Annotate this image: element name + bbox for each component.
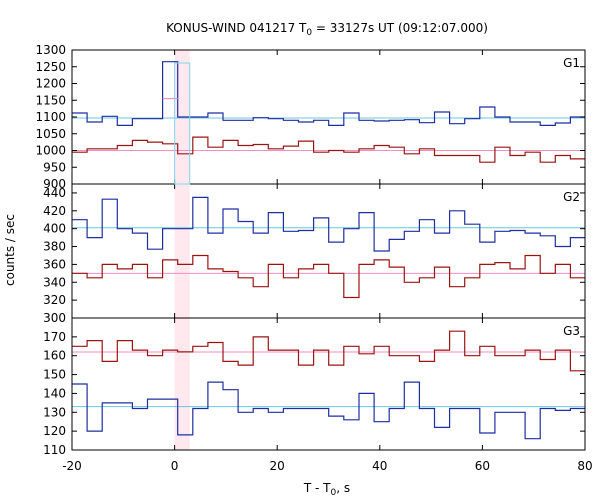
y-tick-label: 170 (43, 330, 66, 344)
y-tick-label: 400 (43, 222, 66, 236)
panel-frame (71, 317, 586, 451)
series-blue-g1 (72, 61, 585, 126)
y-tick-label: 440 (43, 186, 66, 200)
x-tick-label: 0 (171, 459, 179, 473)
y-tick-label: 360 (43, 257, 66, 271)
y-tick-label: 900 (43, 177, 66, 191)
x-tick-label: -20 (62, 459, 82, 473)
y-tick-label: 150 (43, 368, 66, 382)
y-tick-label: 420 (43, 204, 66, 218)
y-axis-label: counts / sec (3, 214, 17, 286)
panel-label: G2 (563, 190, 580, 204)
y-tick-label: 120 (43, 424, 66, 438)
y-tick-label: 320 (43, 293, 66, 307)
series-red-g3 (72, 330, 585, 372)
y-tick-label: 140 (43, 386, 66, 400)
y-tick-label: 1300 (35, 43, 66, 57)
panel-plot-g3 (72, 330, 585, 440)
x-tick-label: 80 (577, 459, 592, 473)
series-blue-g3 (72, 381, 585, 440)
y-tick-label: 130 (43, 405, 66, 419)
y-tick-label: 1150 (35, 93, 66, 107)
y-tick-label: 1200 (35, 77, 66, 91)
y-tick-label: 1250 (35, 60, 66, 74)
panel-g3: 110 120 130 140 150 160 170 G3 (43, 317, 586, 457)
x-tick-label: 40 (372, 459, 387, 473)
y-tick-label: 160 (43, 349, 66, 363)
y-tick-label: 340 (43, 275, 66, 289)
y-tick-label: 380 (43, 240, 66, 254)
panel-frame (71, 183, 586, 319)
highlight-edge (174, 62, 191, 185)
chart-title: KONUS-WIND 041217 T0 = 33127s UT (09:12:… (166, 21, 488, 38)
plot-area: 9009501000105011001150120012501300G13003… (35, 43, 592, 473)
highlight-band (174, 50, 190, 450)
series-red-g2 (72, 254, 585, 299)
x-axis-label: T - T0, s (303, 481, 350, 498)
y-tick-label: 950 (43, 160, 66, 174)
y-tick-label: 1000 (35, 144, 66, 158)
x-tick-label: 60 (475, 459, 490, 473)
y-tick-label: 1050 (35, 127, 66, 141)
y-tick-label: 1100 (35, 110, 66, 124)
panel-label: G1 (563, 56, 580, 70)
series-red-g1 (72, 136, 585, 163)
series-blue-g2 (72, 196, 585, 252)
y-tick-label: 300 (43, 311, 66, 325)
x-tick-label: 20 (270, 459, 285, 473)
panel-plot-g1 (72, 61, 585, 163)
panel-plot-g2 (72, 196, 585, 299)
panel-g1: 900 950 1000 1050 1100 1150 1200 1250 1300 G1 (35, 43, 586, 191)
y-tick-label: 110 (43, 443, 66, 457)
panel-g2: 300 320 340 360 380 400 420 440 G2 (43, 183, 586, 325)
panel-label: G3 (563, 324, 580, 338)
